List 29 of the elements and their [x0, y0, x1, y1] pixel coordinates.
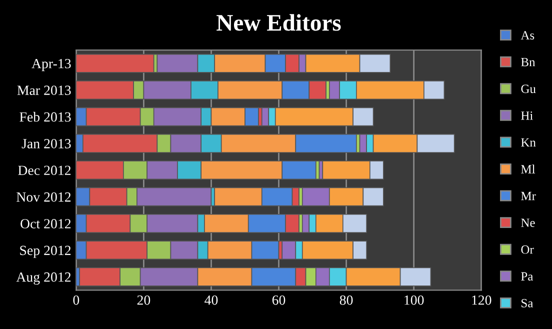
bar [76, 54, 154, 73]
y-tick-label: Sep 2012 [20, 246, 71, 258]
legend-label: Ne [521, 218, 535, 228]
x-tick-label: 120 [472, 295, 492, 305]
legend-label: As [520, 31, 534, 40]
y-tick-label: Jan 2013 [22, 138, 71, 148]
legend-label: Mr [521, 192, 536, 200]
y-tick-label: Dec 2012 [18, 166, 71, 176]
x-tick-label: 20 [137, 295, 150, 305]
y-tick-label: Apr-13 [32, 58, 71, 72]
x-tick-label: 0 [73, 295, 80, 305]
legend-label: Bn [521, 58, 536, 66]
x-tick-label: 100 [404, 295, 424, 305]
y-tick-label: Mar 2013 [17, 86, 71, 95]
legend-label: Sa [522, 298, 534, 308]
y-tick-label: Nov 2012 [16, 192, 71, 202]
legend-label: Gu [521, 84, 536, 94]
x-tick-label: 60 [272, 295, 286, 305]
x-tick-label: 40 [204, 295, 218, 305]
legend-label: Kn [521, 138, 536, 147]
legend-label: Hi [521, 111, 533, 120]
y-tick-label: Feb 2013 [20, 112, 71, 122]
y-tick-label: Aug 2012 [16, 272, 71, 285]
chart-title: New Editors [216, 14, 341, 31]
legend-label: Pa [521, 272, 534, 281]
legend-label: Ml [521, 164, 536, 174]
legend-label: Or [521, 245, 534, 254]
x-tick-label: 80 [340, 295, 353, 305]
y-tick-label: Oct 2012 [20, 219, 71, 228]
